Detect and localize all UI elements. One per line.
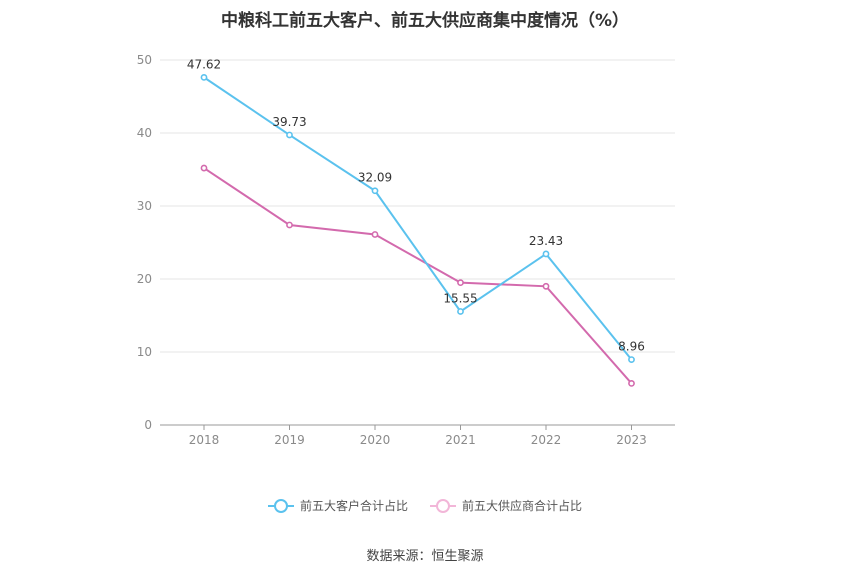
chart-title: 中粮科工前五大客户、前五大供应商集中度情况（%） bbox=[220, 11, 630, 31]
legend-item-suppliers[interactable]: 前五大供应商合计占比 bbox=[430, 497, 582, 514]
series-1-point-2019 bbox=[286, 221, 293, 229]
legend-label-customers: 前五大客户合计占比 bbox=[299, 499, 408, 513]
series-0-point-2022 bbox=[542, 250, 550, 258]
y-tick-label-50: 50 bbox=[137, 53, 152, 67]
series-0-point-2019 bbox=[286, 131, 293, 139]
series-1-point-2023 bbox=[628, 379, 635, 387]
series-1-point-2020 bbox=[371, 231, 379, 238]
x-tick-label-2022: 2022 bbox=[531, 433, 562, 447]
x-tick-label-2020: 2020 bbox=[360, 433, 391, 447]
data-label-2020: 32.09 bbox=[358, 171, 392, 185]
data-label-2022: 23.43 bbox=[529, 234, 563, 248]
y-tick-label-20: 20 bbox=[137, 272, 152, 286]
series-line-1 bbox=[203, 167, 633, 385]
series-0-point-2023 bbox=[628, 356, 635, 363]
series-1-point-2022 bbox=[542, 282, 550, 290]
series-line-0 bbox=[203, 76, 633, 361]
y-tick-label-30: 30 bbox=[137, 199, 152, 213]
x-tick-label-2018: 2018 bbox=[189, 433, 220, 447]
legend-swatch-customers bbox=[267, 498, 294, 513]
y-tick-label-10: 10 bbox=[137, 345, 152, 359]
series-1-point-2021 bbox=[457, 279, 464, 287]
x-tick-label-2023: 2023 bbox=[616, 433, 647, 447]
legend-item-customers[interactable]: 前五大客户合计占比 bbox=[267, 497, 408, 514]
legend: 前五大客户合计占比 前五大供应商合计占比 bbox=[0, 497, 850, 514]
data-label-2019: 39.73 bbox=[272, 115, 306, 129]
x-tick-label-2019: 2019 bbox=[274, 433, 305, 447]
series-0-point-2020 bbox=[371, 187, 379, 195]
legend-label-suppliers: 前五大供应商合计占比 bbox=[462, 499, 583, 513]
legend-swatch-suppliers bbox=[430, 498, 456, 513]
data-label-2018: 47.62 bbox=[187, 57, 221, 71]
y-tick-label-0: 0 bbox=[144, 418, 152, 432]
series-0-point-2021 bbox=[457, 308, 464, 315]
series-0-point-2018 bbox=[200, 73, 208, 81]
x-tick-label-2021: 2021 bbox=[445, 433, 476, 447]
data-label-2021: 15.55 bbox=[443, 291, 477, 305]
series-1-point-2018 bbox=[200, 164, 208, 172]
data-source: 数据来源：恒生聚源 bbox=[366, 549, 484, 564]
data-label-2023: 8.96 bbox=[618, 340, 645, 354]
y-tick-label-40: 40 bbox=[137, 126, 152, 140]
